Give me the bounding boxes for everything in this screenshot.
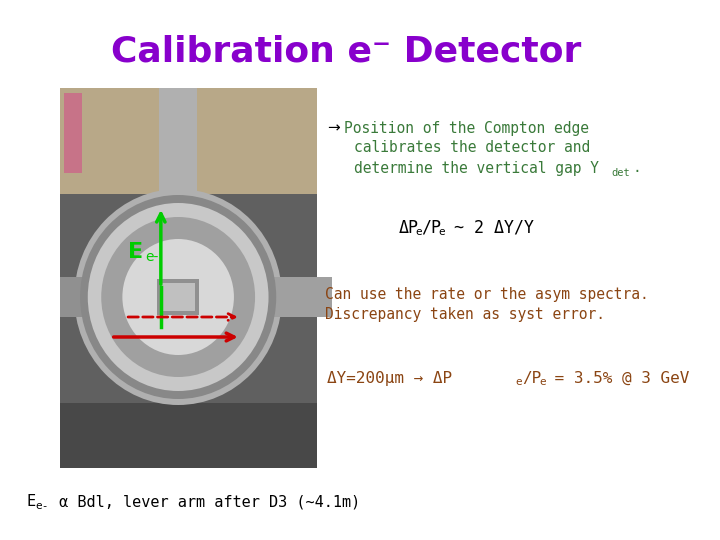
- Text: ΔY=200μm → ΔP: ΔY=200μm → ΔP: [327, 370, 452, 386]
- Text: ~ 2 ΔY/Y: ~ 2 ΔY/Y: [444, 219, 534, 237]
- Text: e-: e-: [145, 250, 159, 264]
- Circle shape: [74, 189, 282, 405]
- Text: det: det: [611, 168, 630, 178]
- Text: e: e: [516, 377, 522, 387]
- Text: Can use the rate or the asym spectra.: Can use the rate or the asym spectra.: [325, 287, 649, 302]
- Text: /P: /P: [522, 370, 541, 386]
- Bar: [161, 283, 195, 311]
- Text: e: e: [415, 227, 422, 237]
- Bar: [60, 194, 318, 403]
- Text: .: .: [633, 160, 642, 176]
- Bar: [60, 88, 318, 468]
- Text: /P: /P: [421, 219, 441, 237]
- Bar: [157, 279, 199, 315]
- Bar: [60, 88, 318, 194]
- Text: Calibration e⁻ Detector: Calibration e⁻ Detector: [111, 35, 581, 69]
- Text: Position of the Compton edge: Position of the Compton edge: [344, 120, 589, 136]
- Text: determine the vertical gap Y: determine the vertical gap Y: [354, 160, 599, 176]
- Bar: [64, 93, 82, 173]
- Circle shape: [80, 195, 276, 399]
- Text: e-: e-: [35, 501, 49, 511]
- Text: = 3.5% @ 3 GeV: = 3.5% @ 3 GeV: [545, 370, 690, 386]
- Circle shape: [122, 239, 234, 355]
- Text: E: E: [128, 242, 143, 262]
- Text: e: e: [539, 377, 546, 387]
- Text: E: E: [27, 495, 36, 510]
- Bar: [60, 403, 318, 468]
- Bar: [274, 277, 332, 317]
- Text: calibrates the detector and: calibrates the detector and: [354, 140, 590, 156]
- Text: →: →: [327, 120, 340, 136]
- Text: α Bdl, lever arm after D3 (~4.1m): α Bdl, lever arm after D3 (~4.1m): [50, 495, 360, 510]
- Text: ΔP: ΔP: [399, 219, 419, 237]
- Circle shape: [102, 217, 255, 377]
- Text: e: e: [438, 227, 445, 237]
- Bar: [60, 277, 82, 317]
- Bar: [159, 88, 197, 197]
- Text: Discrepancy taken as syst error.: Discrepancy taken as syst error.: [325, 307, 605, 322]
- Circle shape: [88, 203, 269, 391]
